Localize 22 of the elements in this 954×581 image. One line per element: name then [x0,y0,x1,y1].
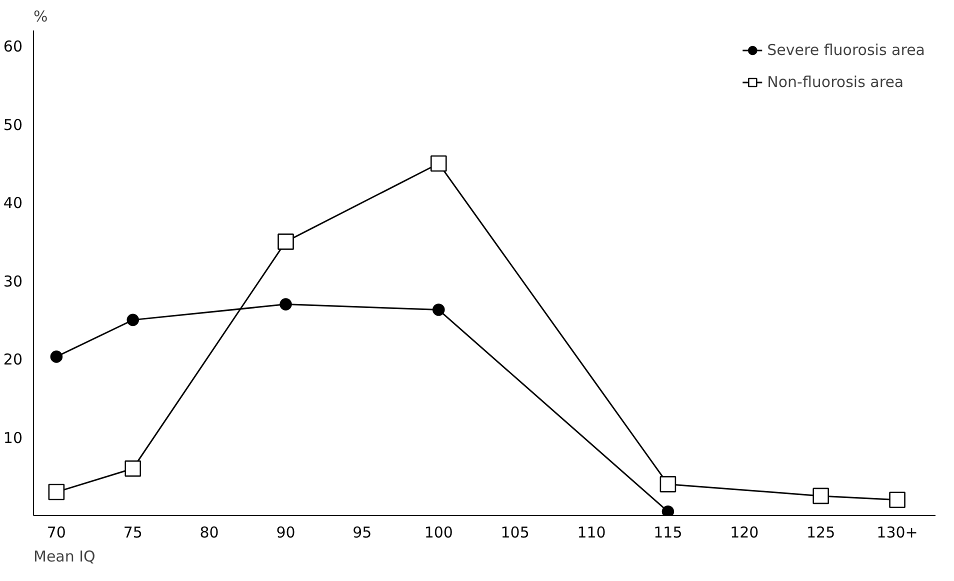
x-tick-label: 80 [200,524,219,542]
x-tick-label: 90 [276,524,296,542]
x-tick-label: 95 [352,524,372,542]
legend-label: Severe fluorosis area [767,41,925,59]
x-axis-title: Mean IQ [34,548,96,566]
x-tick-label: 120 [730,524,759,542]
y-tick-label: 40 [3,194,23,212]
y-axis-title: % [34,8,48,26]
x-tick-label: 115 [654,524,682,542]
x-tick-label: 110 [577,524,606,542]
legend-label: Non-fluorosis area [767,73,904,91]
y-tick-label: 50 [3,116,23,134]
y-tick-label: 20 [3,350,23,369]
y-tick-label: 60 [3,38,23,56]
x-tick-label: 75 [123,524,142,542]
x-tick-label: 130+ [876,524,918,542]
x-tick-label: 70 [46,524,66,542]
y-tick-label: 10 [3,428,23,447]
x-tick-label: 125 [806,524,836,542]
x-tick-label: 105 [500,524,530,542]
x-tick-label: 100 [424,524,453,542]
y-tick-label: 30 [3,272,23,290]
